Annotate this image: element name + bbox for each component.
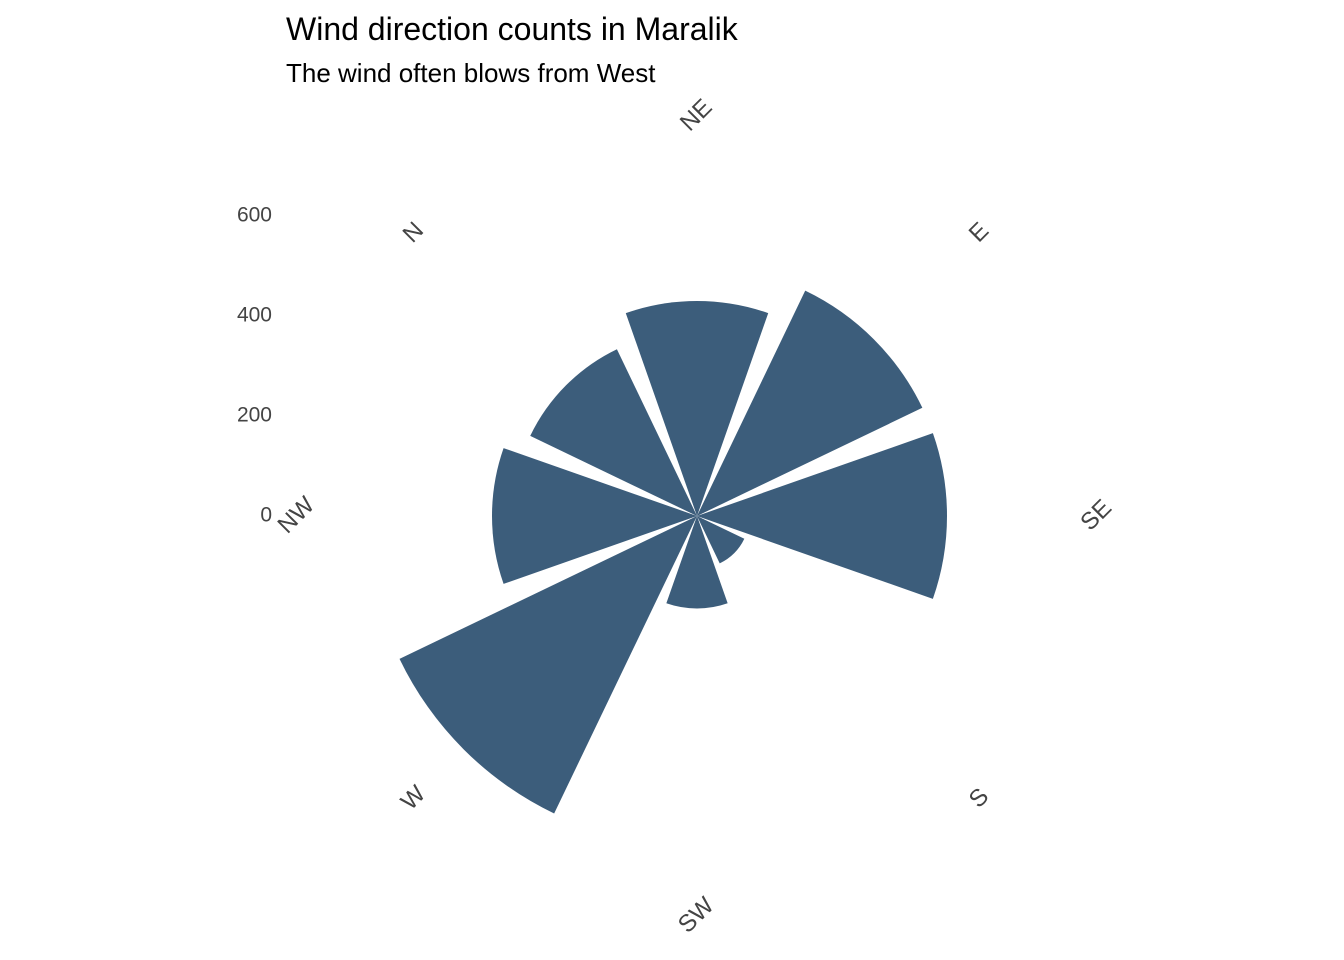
direction-label-sw: SW [673, 892, 720, 939]
direction-label-nw: NW [272, 491, 320, 539]
direction-label-ne: NE [675, 94, 718, 137]
wedge-e [697, 290, 923, 516]
radial-tick-label: 0 [260, 504, 272, 527]
radial-tick-label: 400 [237, 304, 272, 327]
wedge-s [697, 516, 745, 564]
radial-tick-label: 600 [237, 204, 272, 227]
direction-label-w: W [396, 780, 431, 815]
radial-tick-label: 200 [237, 404, 272, 427]
wedge-n [530, 349, 697, 516]
direction-label-n: N [398, 217, 429, 248]
wedge-w [399, 516, 697, 814]
wedge-sw [666, 516, 728, 609]
wedge-nw [492, 448, 697, 584]
wedge-ne [625, 300, 769, 516]
wedge-layer [399, 290, 948, 814]
chart-title: Wind direction counts in Maralik [286, 11, 739, 47]
wedge-se [697, 433, 948, 599]
chart-subtitle: The wind often blows from West [286, 58, 656, 88]
direction-label-se: SE [1075, 494, 1117, 536]
direction-label-e: E [964, 217, 994, 247]
radial-axis: 0 200 400 600 [237, 204, 272, 527]
direction-label-s: S [964, 783, 994, 813]
